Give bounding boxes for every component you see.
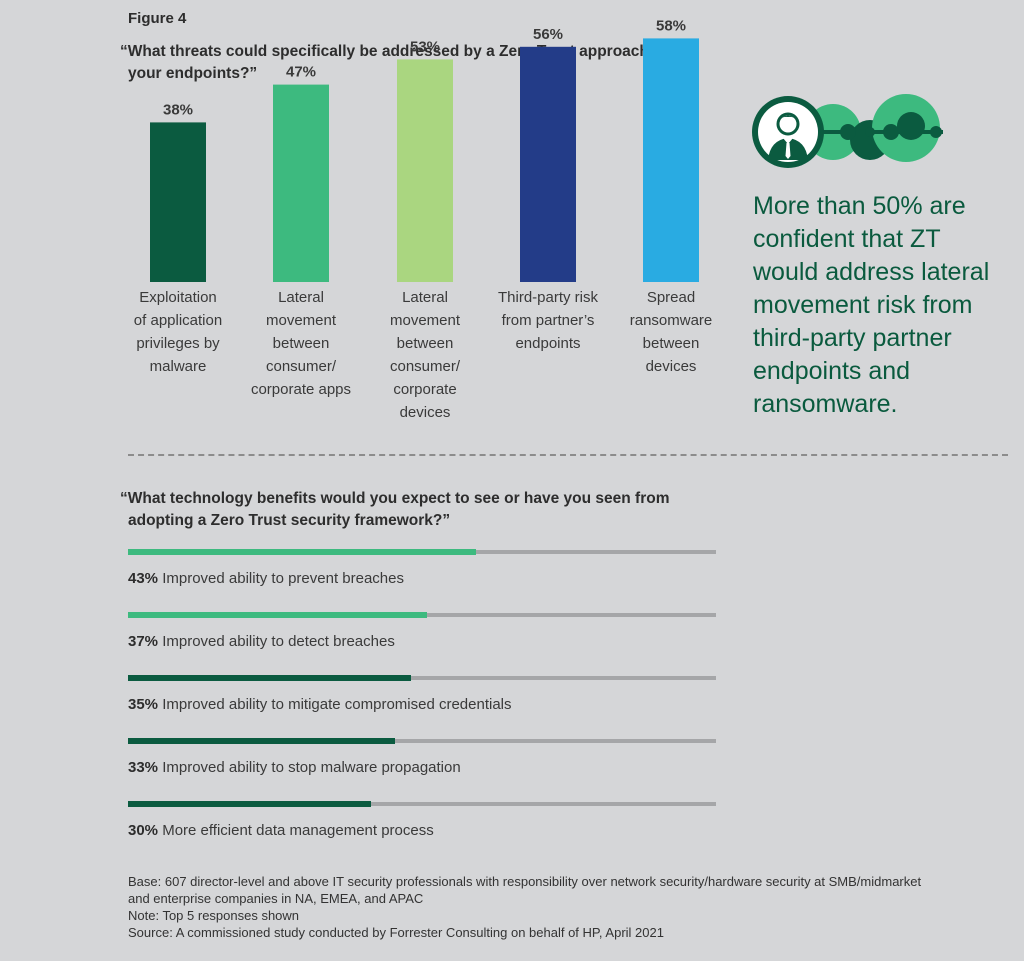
bar-category-label: Lateral movement between consumer/corporate… xyxy=(360,286,490,424)
bar-category-label: Third-party risk from partner’s endpoints xyxy=(483,286,613,355)
footnote-base-line-1: Base: 607 director-level and above IT se… xyxy=(128,874,922,889)
hbar-track xyxy=(128,612,716,618)
hbar-fill xyxy=(128,675,411,681)
hbar-fill xyxy=(128,801,371,807)
bar-value-label: 38% xyxy=(163,101,193,118)
callout-line: third-party partner xyxy=(753,324,952,352)
bar-value-label: 53% xyxy=(410,38,440,55)
bar-category-label-line: movement xyxy=(265,312,337,329)
bar-category-label: Spread ransomware between devices xyxy=(606,286,736,378)
bar xyxy=(397,59,453,283)
threats-bar-chart: 38% 47% 53% 56% 58% xyxy=(150,17,699,283)
bar-category-label-line: endpoints xyxy=(515,335,581,352)
bar-category-label: Lateral movement between consumer/corporate… xyxy=(236,286,366,401)
bar-chart-question-line-2: your endpoints?” xyxy=(128,65,258,82)
hbar-category-label: More efficient data management process xyxy=(158,822,434,839)
bar-category-label-line: ransomware xyxy=(629,312,713,329)
hbar-chart-question: “What technology benefits would you expe… xyxy=(120,488,740,532)
bar-category-label-line: between xyxy=(272,335,330,352)
footnotes: Base: 607 director-level and above IT se… xyxy=(128,873,1018,941)
callout-line: ransomware. xyxy=(753,390,898,418)
footnote-base-line-2: and enterprise companies in NA, EMEA, an… xyxy=(128,891,424,906)
bar-category-label-line: Exploitation xyxy=(139,289,217,306)
hbar-track xyxy=(128,801,716,807)
bar-category-label-line: movement xyxy=(389,312,461,329)
bar-category-label-line: Spread xyxy=(646,289,696,306)
bar-category-label-line: consumer/ xyxy=(389,358,461,375)
callout-text: More than 50% are confident that ZT woul… xyxy=(753,190,1023,421)
hbar-label: 33% Improved ability to stop malware pro… xyxy=(128,759,461,776)
bar-category-label-line: between xyxy=(396,335,454,352)
hbar-fill xyxy=(128,612,428,618)
hbar-value-label: 43% xyxy=(128,570,159,587)
hbar-chart-question-line-1: “What technology benefits would you expe… xyxy=(120,490,670,507)
callout-line: would address lateral xyxy=(753,258,990,286)
hbar-track xyxy=(128,549,716,555)
hbar-label: 43% Improved ability to prevent breaches xyxy=(128,570,404,587)
bar-value-label: 47% xyxy=(286,64,316,81)
hbar-value-label: 30% xyxy=(128,822,159,839)
hbar-value-label: 33% xyxy=(128,759,159,776)
bar-category-label-line: Lateral xyxy=(402,289,448,306)
callout-line: endpoints and xyxy=(753,357,911,385)
footnote-source: Source: A commissioned study conducted b… xyxy=(128,925,664,940)
bar-category-label-line: of application xyxy=(133,312,223,329)
callout-line: More than 50% are xyxy=(753,192,966,220)
bar-category-label-line: from partner’s xyxy=(501,312,595,329)
callout-line: movement risk from xyxy=(753,291,973,319)
bar-value-label: 56% xyxy=(533,26,563,43)
hbar-category-label: Improved ability to detect breaches xyxy=(158,633,395,650)
footnote-note: Note: Top 5 responses shown xyxy=(128,908,300,923)
hbar-category-label: Improved ability to stop malware propaga… xyxy=(158,759,461,776)
hbar-value-label: 35% xyxy=(128,696,159,713)
bar xyxy=(150,122,206,283)
bar-category-label: Exploitation of application privileges by m… xyxy=(113,286,243,378)
bar-category-label-line: devices xyxy=(399,404,451,421)
bar-category-label-line: Third-party risk xyxy=(497,289,598,306)
bar-category-label-line: consumer/ xyxy=(265,358,337,375)
hbar-track xyxy=(128,738,716,744)
hbar-category-label: Improved ability to prevent breaches xyxy=(158,570,404,587)
person-network-icon xyxy=(748,88,948,183)
bar-category-label-line: privileges by xyxy=(136,335,220,352)
bar-category-label-line: corporate apps xyxy=(250,381,352,398)
hbar-label: 37% Improved ability to detect breaches xyxy=(128,633,395,650)
hbar-label: 30% More efficient data management proce… xyxy=(128,822,434,839)
hbar-category-label: Improved ability to mitigate compromised… xyxy=(158,696,512,713)
hbar-label: 35% Improved ability to mitigate comprom… xyxy=(128,696,512,713)
hbar-value-label: 37% xyxy=(128,633,159,650)
bar xyxy=(643,38,699,283)
hbar-chart-question-line-2: adopting a Zero Trust security framework… xyxy=(128,512,451,529)
hbar-track xyxy=(128,675,716,681)
bar xyxy=(273,84,329,282)
bar xyxy=(520,46,576,282)
bar-value-label: 58% xyxy=(656,17,686,34)
callout-line: confident that ZT xyxy=(753,225,941,253)
bar-category-label-line: corporate xyxy=(393,381,457,398)
bar-category-label-line: between xyxy=(642,335,700,352)
figure-label: Figure 4 xyxy=(128,10,187,27)
hbar-fill xyxy=(128,738,395,744)
bar-category-label-line: Lateral xyxy=(278,289,324,306)
bar-category-label-line: malware xyxy=(149,358,207,375)
bar-category-label-line: devices xyxy=(645,358,697,375)
hbar-fill xyxy=(128,549,476,555)
section-divider xyxy=(128,454,1008,456)
